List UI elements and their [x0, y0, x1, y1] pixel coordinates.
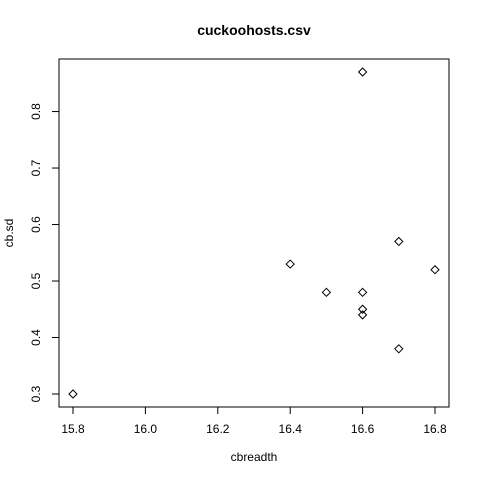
- x-tick-label: 16.8: [423, 422, 447, 436]
- data-point: [357, 67, 368, 77]
- y-tick-label: 0.7: [29, 159, 43, 176]
- chart-title: cuckoohosts.csv: [197, 22, 311, 38]
- x-axis: 15.8 16.0 16.2 16.4 16.6 16.8: [61, 406, 447, 436]
- y-tick-label: 0.5: [29, 272, 43, 289]
- data-points: [68, 67, 440, 399]
- y-axis-label: cb.sd: [2, 219, 16, 248]
- x-tick-label: 16.6: [351, 422, 375, 436]
- data-point: [357, 304, 368, 314]
- y-axis: 0.3 0.4 0.5 0.6 0.7 0.8: [29, 103, 60, 402]
- data-point: [321, 287, 332, 298]
- x-axis-label: cbreadth: [231, 450, 278, 464]
- plot-frame: [58, 58, 450, 408]
- x-tick-label: 16.4: [279, 422, 303, 436]
- x-tick-label: 16.0: [134, 422, 158, 436]
- data-point: [68, 389, 78, 399]
- data-point: [357, 310, 368, 320]
- data-point: [285, 259, 295, 269]
- y-tick-label: 0.3: [29, 385, 43, 402]
- data-point: [357, 287, 368, 298]
- y-tick-label: 0.4: [29, 329, 43, 346]
- y-tick-label: 0.8: [29, 103, 43, 120]
- data-point: [430, 265, 440, 275]
- data-point: [394, 344, 404, 354]
- x-tick-label: 16.2: [206, 422, 230, 436]
- data-point: [394, 236, 404, 247]
- x-tick-label: 15.8: [61, 422, 85, 436]
- y-tick-label: 0.6: [29, 216, 43, 233]
